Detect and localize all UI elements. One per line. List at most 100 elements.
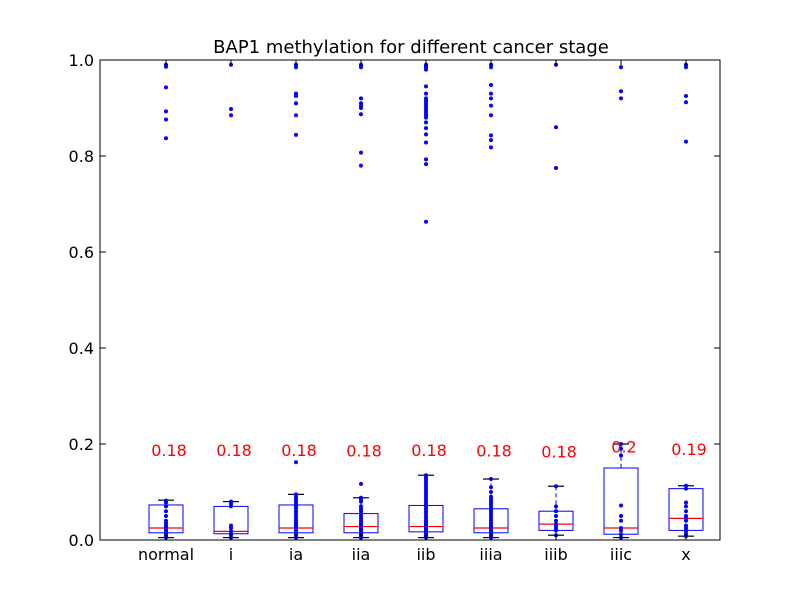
data-point [229,499,233,504]
data-point [294,492,298,497]
data-point [294,101,298,106]
data-point [424,126,428,131]
data-point [229,113,233,118]
y-axis: 0.0 0.2 0.4 0.6 0.8 1.0 [69,51,720,550]
data-point [424,96,428,101]
data-point [619,65,623,70]
data-point [229,523,233,528]
data-point [424,473,428,478]
data-point [684,509,688,514]
data-point [489,82,493,87]
data-point [164,504,168,509]
data-point [229,529,233,534]
box [603,467,639,535]
annotation-label: 0.18 [411,441,447,460]
y-tick-label: 0.6 [69,243,94,262]
data-point [619,442,623,446]
data-point [554,518,558,523]
data-point [294,91,298,96]
data-point [424,84,428,89]
data-point [489,494,493,499]
data-point [164,509,168,514]
annotation-label: 0.18 [541,443,577,462]
data-point [554,522,558,527]
data-point [489,145,493,150]
data-point [619,518,623,523]
data-point [684,139,688,144]
data-point [684,100,688,105]
data-point [164,518,168,523]
data-point [684,523,688,528]
data-point [554,509,558,514]
data-point [554,514,558,518]
data-point [359,481,363,486]
annotation-label: 0.18 [346,442,382,461]
data-point [554,484,558,489]
data-point [424,120,428,125]
data-point [684,483,688,488]
data-point [489,490,493,494]
data-point [359,101,363,106]
plot-marks: 0.18 0.18 0.18 0.18 0.18 0.18 0.18 0.2 0.19 [148,62,707,540]
data-point [164,85,168,90]
x-tick-label: iib [416,545,435,564]
x-tick-label: iia [352,545,371,564]
plot-frame [99,59,721,541]
data-point [359,504,363,509]
data-point [489,477,493,482]
data-point [359,96,363,101]
data-point [359,150,363,155]
annotation-label: 0.18 [151,441,187,460]
data-point [164,514,168,518]
data-point [359,495,363,500]
x-tick-label: iiia [479,545,502,564]
y-tick-label: 0.4 [69,339,94,358]
data-point [684,504,688,509]
chart-title: BAP1 methylation for different cancer st… [213,37,609,58]
data-point [489,485,493,490]
data-point [164,117,168,122]
data-point [164,109,168,114]
data-point [684,500,688,505]
data-point [684,514,688,518]
x-tick-label: i [229,545,233,564]
data-point [489,91,493,96]
data-point [619,96,623,101]
data-point [294,113,298,118]
x-tick-label: ia [289,545,303,564]
data-point [359,163,363,168]
data-point [489,138,493,143]
x-tick-label: x [681,545,690,564]
annotation-label: 0.18 [476,442,512,461]
annotation-label: 0.18 [216,441,252,460]
data-point [164,498,168,503]
data-point [489,133,493,138]
data-point [424,91,428,96]
data-point [619,446,623,451]
annotation-label: 0.2 [611,437,636,456]
data-point [684,94,688,98]
data-point [489,103,493,108]
data-point [294,460,298,465]
data-point [619,503,623,508]
data-point [424,219,428,224]
y-tick-label: 0.2 [69,435,94,454]
data-point [294,132,298,137]
data-point [619,526,623,530]
x-tick-label: iiib [544,545,568,564]
data-point [424,140,428,145]
y-tick-label: 0.0 [69,531,94,550]
data-point [489,113,493,118]
data-point [619,453,623,458]
y-tick-label: 0.8 [69,147,94,166]
x-tick-label: normal [138,545,194,564]
data-point [424,157,428,162]
x-tick-label: iiic [610,545,632,564]
data-point [489,96,493,101]
data-point [554,166,558,170]
data-point [619,514,623,518]
data-point [619,89,623,94]
data-point [229,106,233,111]
data-point [359,112,363,117]
